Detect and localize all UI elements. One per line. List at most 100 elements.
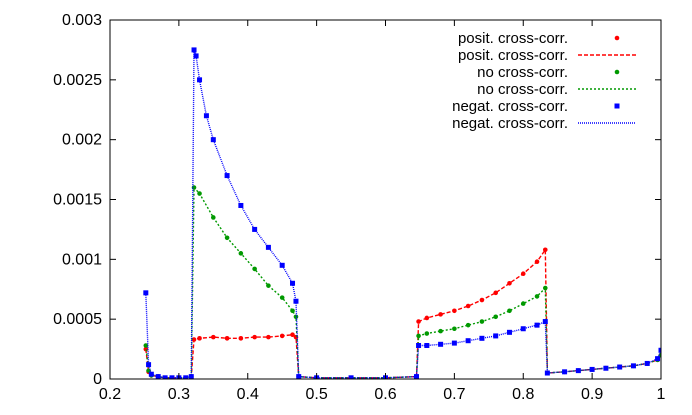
data-point xyxy=(183,375,189,379)
data-point xyxy=(507,308,512,314)
data-point xyxy=(279,262,285,268)
data-point xyxy=(224,235,230,241)
data-point xyxy=(644,360,650,366)
series-layer xyxy=(143,47,661,379)
data-point xyxy=(224,336,230,341)
data-point xyxy=(191,337,197,342)
data-point xyxy=(493,314,499,320)
y-tick-label: 0 xyxy=(93,371,102,388)
legend-label: no cross-corr. xyxy=(477,81,568,98)
data-point xyxy=(279,333,285,339)
x-tick-label: 0.9 xyxy=(581,386,603,403)
data-point xyxy=(191,47,197,53)
data-point xyxy=(542,247,548,253)
y-tick-label: 0.001 xyxy=(62,251,102,268)
data-point xyxy=(143,343,149,348)
x-tick-label: 1 xyxy=(657,386,666,403)
data-point xyxy=(617,364,623,370)
data-point xyxy=(224,173,230,179)
data-point xyxy=(493,290,499,296)
data-point xyxy=(413,374,419,379)
data-point xyxy=(169,375,175,379)
data-point xyxy=(630,363,636,369)
data-point xyxy=(197,77,203,83)
data-point xyxy=(146,362,152,368)
data-point xyxy=(348,375,354,379)
data-point xyxy=(191,185,197,190)
data-point xyxy=(465,322,471,328)
data-point xyxy=(293,298,299,304)
data-point xyxy=(562,369,568,375)
data-point xyxy=(479,297,485,303)
legend-point-sample xyxy=(614,69,620,75)
data-point xyxy=(266,334,271,340)
y-tick-label: 0.003 xyxy=(62,12,102,29)
data-point xyxy=(252,226,258,232)
x-tick-label: 0.2 xyxy=(99,386,121,403)
data-point xyxy=(452,308,457,314)
legend-label: no cross-corr. xyxy=(477,64,568,81)
data-point xyxy=(197,336,202,341)
legend-label: negat. cross-corr. xyxy=(452,98,568,115)
legend-point-sample xyxy=(614,35,620,41)
data-point xyxy=(603,365,609,371)
data-point xyxy=(266,283,271,288)
data-point xyxy=(416,333,421,339)
plot-frame xyxy=(109,19,662,380)
data-point xyxy=(252,266,257,272)
data-point xyxy=(465,303,471,309)
data-point xyxy=(416,342,422,348)
data-point xyxy=(520,301,526,306)
data-point xyxy=(534,322,540,328)
data-point xyxy=(290,332,295,338)
series-line xyxy=(145,185,661,379)
y-tick-label: 0.0025 xyxy=(53,72,102,89)
series-3 xyxy=(143,47,661,379)
data-point xyxy=(520,271,526,276)
data-point xyxy=(197,191,202,196)
data-point xyxy=(265,244,271,250)
data-point xyxy=(296,374,302,379)
y-tick-label: 0.0005 xyxy=(53,311,102,328)
data-point xyxy=(520,326,526,332)
legend: posit. cross-corr.posit. cross-corr.no c… xyxy=(452,30,636,132)
data-point xyxy=(479,335,485,341)
data-point xyxy=(290,280,296,286)
data-point xyxy=(465,338,471,344)
data-point xyxy=(188,374,194,379)
series-line xyxy=(145,247,661,379)
data-point xyxy=(290,308,295,314)
data-point xyxy=(542,319,548,325)
data-point xyxy=(203,113,209,119)
y-tick-label: 0.002 xyxy=(62,132,102,149)
data-point xyxy=(238,251,244,256)
data-point xyxy=(493,333,499,339)
data-point xyxy=(162,375,168,379)
data-point xyxy=(211,215,216,220)
x-tick-label: 0.4 xyxy=(237,386,259,403)
data-point xyxy=(544,370,550,376)
data-point xyxy=(452,326,457,332)
data-point xyxy=(193,53,199,59)
data-point xyxy=(438,312,443,317)
data-point xyxy=(575,368,581,374)
legend-label: posit. cross-corr. xyxy=(458,30,568,47)
data-point xyxy=(438,341,444,347)
data-point xyxy=(424,331,430,336)
data-point xyxy=(658,347,661,353)
data-point xyxy=(534,294,540,299)
data-point xyxy=(589,366,595,372)
data-point xyxy=(143,290,149,296)
series-2 xyxy=(143,185,661,379)
data-point xyxy=(507,280,512,286)
data-point xyxy=(211,334,216,340)
data-point xyxy=(479,319,485,324)
data-point xyxy=(542,285,548,291)
x-tick-label: 0.5 xyxy=(306,386,328,403)
data-point xyxy=(148,371,154,377)
data-point xyxy=(252,334,257,340)
data-point xyxy=(155,374,161,379)
legend-label: posit. cross-corr. xyxy=(458,47,568,64)
legend-label: negat. cross-corr. xyxy=(452,115,568,132)
